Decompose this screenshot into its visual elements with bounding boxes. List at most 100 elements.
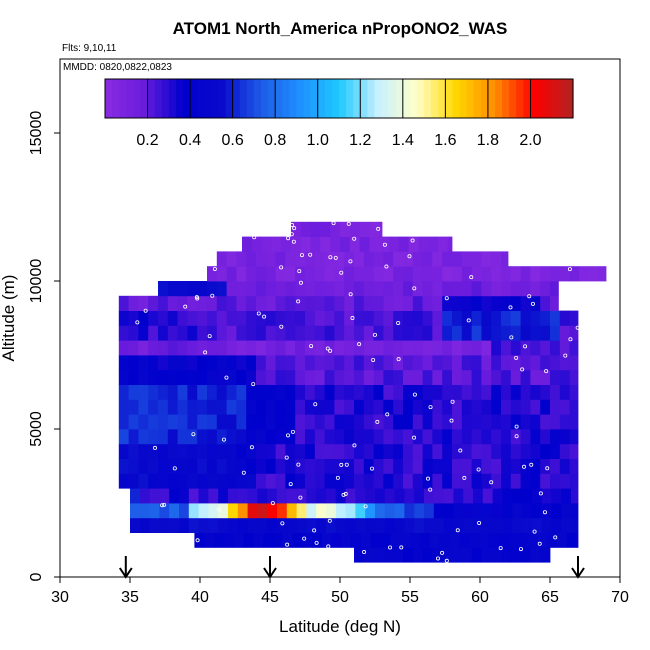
heatmap-cell [403, 443, 414, 459]
heatmap-cell [530, 399, 541, 415]
heatmap-cell [118, 399, 129, 415]
heatmap-cell [365, 488, 376, 504]
heatmap-cell [159, 503, 170, 519]
heatmap-cell [501, 443, 512, 459]
sample-point [331, 221, 336, 226]
heatmap-cell [559, 266, 570, 282]
heatmap-cell [148, 443, 159, 459]
heatmap-cell [569, 310, 579, 326]
heatmap-cell [216, 443, 227, 459]
heatmap-cell [158, 325, 169, 341]
sample-point [279, 324, 284, 329]
colorbar-segment [204, 79, 212, 118]
colorbar-segment [360, 79, 368, 118]
heatmap-cell [452, 325, 463, 341]
heatmap-cell [158, 295, 169, 311]
heatmap-cell [138, 384, 149, 400]
heatmap-cell [540, 384, 551, 400]
heatmap-cell [207, 340, 218, 356]
heatmap-cell [275, 473, 286, 489]
heatmap-cell [442, 281, 453, 297]
heatmap-cell [314, 325, 325, 341]
heatmap-cell [128, 458, 139, 474]
colorbar-segment [558, 79, 567, 118]
heatmap-cell [412, 310, 423, 326]
sample-point [298, 280, 303, 285]
heatmap-cell [148, 429, 159, 445]
heatmap-cell [432, 414, 443, 430]
heatmap-cell [285, 340, 296, 356]
sample-point [518, 547, 523, 552]
heatmap-cell [520, 281, 531, 297]
x-tick-label: 30 [51, 589, 69, 606]
heatmap-cell [383, 251, 394, 267]
heatmap-cell [471, 369, 482, 385]
heatmap-cell [383, 325, 394, 341]
colorbar-segment [282, 79, 290, 118]
heatmap-cell [179, 517, 190, 533]
heatmap-cell [314, 429, 325, 445]
heatmap-cell [412, 281, 423, 297]
heatmap-cell [569, 399, 579, 415]
heatmap-cell [393, 281, 404, 297]
heatmap-cell [314, 458, 325, 474]
heatmap-cell [285, 325, 296, 341]
heatmap-cell [292, 532, 303, 548]
heatmap-cell [363, 295, 374, 311]
heatmap-cell [419, 532, 430, 548]
heatmap-cell [275, 340, 286, 356]
heatmap-cell [510, 399, 521, 415]
heatmap-cell [461, 355, 472, 371]
heatmap-cell [277, 503, 288, 519]
heatmap-cell [246, 340, 257, 356]
sample-point [191, 432, 196, 437]
heatmap-cell [340, 221, 351, 237]
sample-point [309, 344, 314, 349]
heatmap-cell [373, 384, 384, 400]
sample-point [553, 535, 558, 540]
heatmap-cell [365, 517, 376, 533]
heatmap-cell [118, 355, 129, 371]
heatmap-cell [373, 251, 384, 267]
heatmap-cell [501, 251, 509, 267]
heatmap-cell [314, 399, 325, 415]
heatmap-cell [461, 414, 472, 430]
heatmap-cell [216, 310, 227, 326]
heatmap-cell [551, 503, 562, 519]
heatmap-cell [491, 399, 502, 415]
heatmap-cell [295, 325, 306, 341]
colorbar-segment [402, 79, 411, 118]
sample-point [212, 266, 217, 271]
heatmap-cell [522, 488, 533, 504]
heatmap-cell [520, 295, 531, 311]
heatmap-cell [393, 295, 404, 311]
heatmap-cell [551, 488, 562, 504]
heatmap-cell [324, 310, 335, 326]
heatmap-cell [501, 266, 512, 282]
heatmap-cell [365, 503, 376, 519]
sample-point [363, 504, 368, 509]
heatmap-cell [422, 429, 433, 445]
heatmap-cell [551, 517, 562, 533]
heatmap-cell [218, 488, 229, 504]
heatmap-cell [373, 355, 384, 371]
sample-point [352, 443, 357, 448]
sample-point [372, 332, 377, 337]
heatmap-cell [363, 340, 374, 356]
colorbar-tick-label: 2.0 [519, 132, 541, 149]
heatmap-cell [461, 399, 472, 415]
heatmap-cell [481, 458, 492, 474]
sample-point [426, 476, 431, 481]
heatmap-cell [138, 369, 149, 385]
heatmap-cell [295, 399, 306, 415]
heatmap-cell [550, 325, 561, 341]
colorbar-segment [530, 79, 539, 118]
heatmap-cell [481, 369, 492, 385]
dates-label: MMDD: 0820,0822,0823 [63, 62, 172, 73]
colorbar-tick-label: 0.6 [222, 132, 244, 149]
sample-point [172, 466, 177, 471]
colorbar-segment [218, 79, 227, 118]
x-tick-label: 65 [541, 589, 559, 606]
heatmap-cell [410, 532, 421, 548]
heatmap-cell [540, 295, 551, 311]
